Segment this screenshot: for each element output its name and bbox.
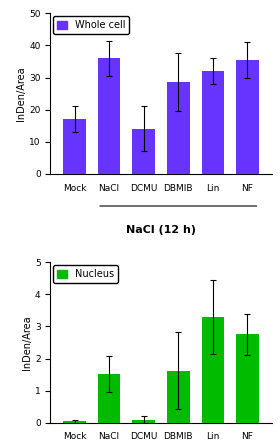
Bar [132, 420, 155, 423]
Y-axis label: InDen/Area: InDen/Area [22, 315, 32, 370]
Bar [167, 371, 190, 423]
Bar [236, 335, 259, 423]
Bar [98, 58, 120, 174]
Bar [63, 421, 86, 423]
Bar [167, 82, 190, 174]
Bar [236, 60, 259, 174]
Bar [98, 374, 120, 423]
Bar [202, 317, 224, 423]
Bar [132, 129, 155, 174]
Y-axis label: InDen/Area: InDen/Area [17, 66, 26, 121]
Bar [202, 71, 224, 174]
Bar [63, 119, 86, 174]
Text: NaCl (12 h): NaCl (12 h) [126, 225, 196, 235]
Legend: Whole cell: Whole cell [53, 16, 129, 34]
Legend: Nucleus: Nucleus [53, 265, 118, 283]
